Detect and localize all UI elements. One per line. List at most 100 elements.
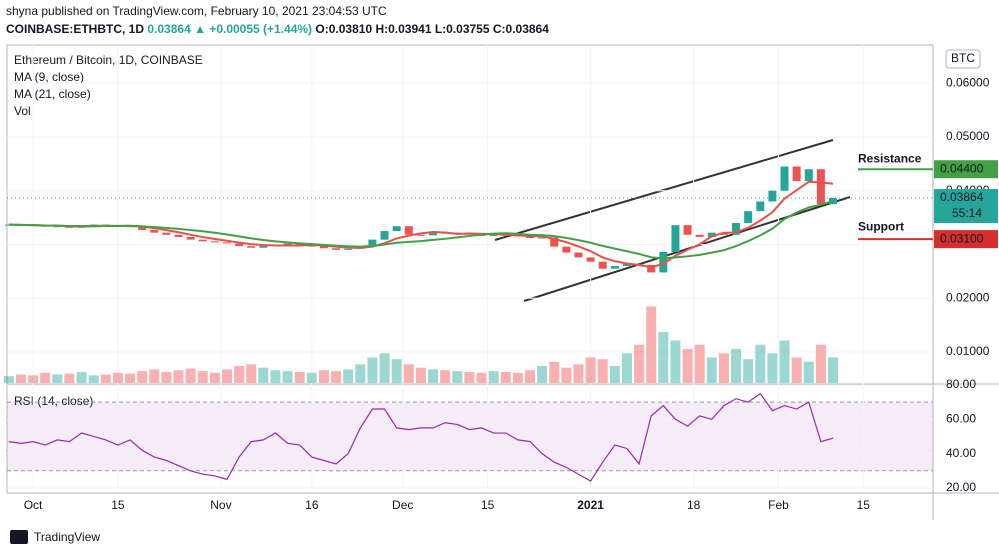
channel-upper [494,139,834,241]
volume-bar [500,371,511,383]
resistance-text: Resistance [858,151,922,165]
volume-bar [100,374,111,383]
volume-bar [791,357,802,383]
candle-body [829,198,838,205]
candle-body [429,232,438,236]
candle-body [574,252,583,258]
candle-body [780,166,789,191]
rsi-legend: RSI (14, close) [14,394,93,408]
volume-bar [767,353,778,383]
volume-bar [452,371,463,383]
publish-line: shyna published on TradingView.com, Febr… [6,4,387,18]
volume-bar [125,373,136,383]
y-tick-label: 0.02000 [946,290,990,304]
legend-ma9: MA (9, close) [14,70,84,84]
candle-body [368,239,377,247]
x-tick-label: Nov [210,498,231,512]
candle-body [138,226,147,230]
candle-body [210,241,219,243]
candle-body [332,248,341,250]
volume-bar [40,372,51,383]
candle-body [562,246,571,253]
candle-body [610,265,619,269]
candle-body [683,225,692,235]
candle-body [235,243,244,247]
volume-bar [52,374,63,383]
volume-bar [270,370,281,383]
volume-bar [221,369,232,383]
candle-body [344,248,353,250]
currency-button[interactable] [945,49,981,69]
x-tick-label: 15 [111,498,125,512]
volume-bar [561,367,572,383]
volume-bar [379,353,390,383]
volume-bar [282,371,293,383]
candle-body [283,243,292,245]
rsi-band [7,402,933,471]
candle-body [586,257,595,262]
volume-bar [258,367,269,383]
candle-body [671,225,680,253]
candle-body [792,166,801,182]
volume-bar [331,371,342,383]
volume-bar [682,349,693,383]
volume-bar [440,370,451,383]
candle-body [744,211,753,223]
volume-bar [294,371,305,383]
symbol: COINBASE:ETHBTC, 1D [6,22,144,36]
volume-bar [367,357,378,383]
candle-body [186,236,195,240]
candle-body [659,252,668,273]
candle-body [198,239,207,242]
chart-title: Ethereum / Bitcoin, 1D, COINBASE [14,53,203,67]
volume-bar [621,353,632,383]
candle-body [622,263,631,266]
volume-bar [173,370,184,383]
rsi-tick-label: 40.00 [946,446,976,460]
volume-bar [234,366,245,383]
candle-body [307,245,316,247]
volume-bar [428,369,439,383]
candle-body [647,264,656,273]
volume-bar [161,371,172,383]
rsi-tick-label: 80.00 [946,377,976,391]
volume-bar [573,364,584,383]
support-label: 0.03100 [940,231,984,245]
volume-bar [137,371,148,383]
volume-bar [112,372,123,383]
support-text: Support [858,219,904,233]
x-tick-label: 16 [305,498,319,512]
y-tick-label: 0.01000 [946,344,990,358]
x-tick-label: Oct [24,498,43,512]
volume-bar [549,361,560,383]
volume-bar [706,357,717,383]
volume-bar [646,306,657,383]
volume-bar [209,372,220,383]
candle-body [392,226,401,232]
last: 0.03864 [147,22,191,36]
volume-bar [403,364,414,383]
candle-body [732,222,741,235]
candle-body [259,245,268,248]
volume-bar [670,340,681,383]
currency[interactable]: BTC [951,51,975,65]
volume-bar [415,367,426,383]
legend-ma21: MA (21, close) [14,87,91,101]
candle-body [768,190,777,202]
volume-bar [694,344,705,383]
volume-bar [755,344,766,383]
change: ▲ +0.00055 (+1.44%) [194,22,312,36]
ohlc: O:0.03810 H:0.03941 L:0.03755 C:0.03864 [315,22,549,36]
candle-body [816,169,825,205]
volume-bar [658,332,669,383]
price-label: 0.03864 [940,190,984,204]
resistance-label-bg [934,160,998,179]
volume-bar [524,370,535,383]
volume-bar [306,372,317,383]
volume-bar [185,368,196,383]
volume-bar [64,373,75,383]
candle-body [53,226,62,228]
x-tick-label: 18 [687,498,701,512]
price-label-bg [934,189,998,224]
volume-bar [585,357,596,383]
